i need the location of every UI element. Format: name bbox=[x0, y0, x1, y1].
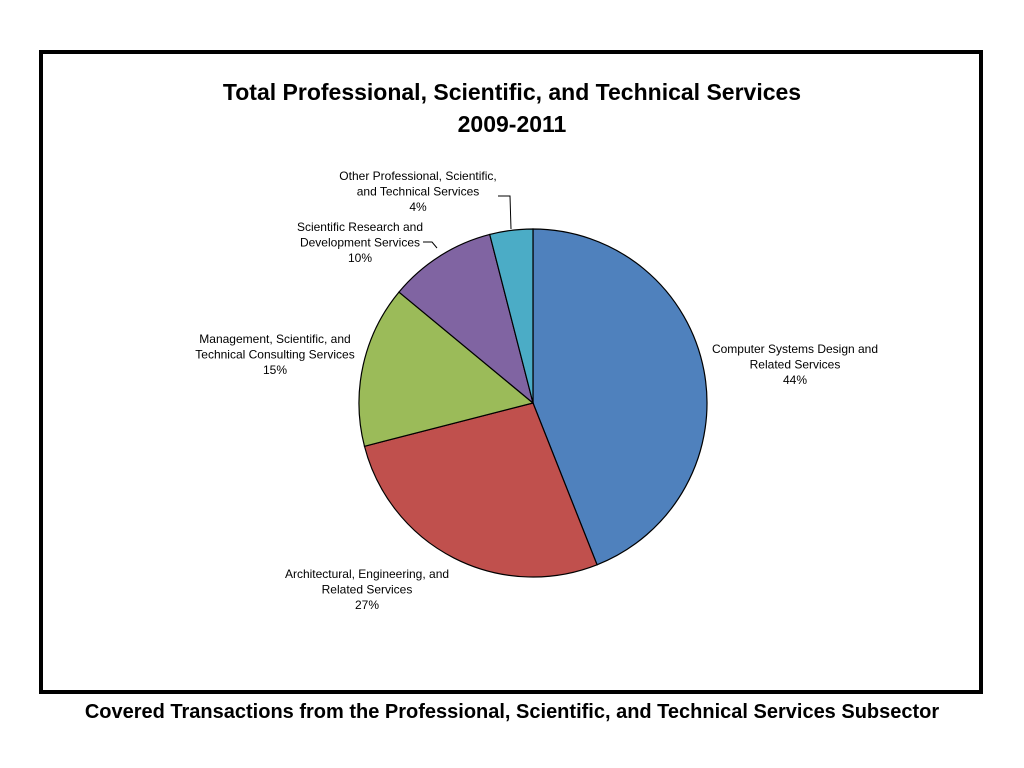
slice-label-4: Scientific Research and Development Servi… bbox=[297, 220, 423, 265]
pie-chart: Computer Systems Design and Related Servi… bbox=[195, 169, 878, 612]
pie-slice-3 bbox=[358, 291, 535, 448]
pie-slice-1 bbox=[532, 228, 708, 566]
pie-slice-4 bbox=[398, 233, 535, 405]
chart-subtitle: 2009-2011 bbox=[457, 111, 567, 137]
slice-label-5: Other Professional, Scientific, and Techn… bbox=[339, 169, 496, 214]
slice-label-3: Management, Scientific, and Technical Con… bbox=[195, 332, 354, 377]
chart-title: Total Professional, Scientific, and Tech… bbox=[222, 79, 802, 105]
pie-slice-2 bbox=[363, 402, 598, 578]
slice-label-2: Architectural, Engineering, and Related S… bbox=[285, 567, 449, 612]
leader-line-4 bbox=[423, 241, 438, 249]
slice-label-1: Computer Systems Design and Related Servi… bbox=[712, 342, 878, 387]
chart-caption: Covered Transactions from the Profession… bbox=[84, 701, 940, 723]
pie-slice-5 bbox=[488, 228, 534, 404]
leader-line-5 bbox=[498, 195, 512, 230]
